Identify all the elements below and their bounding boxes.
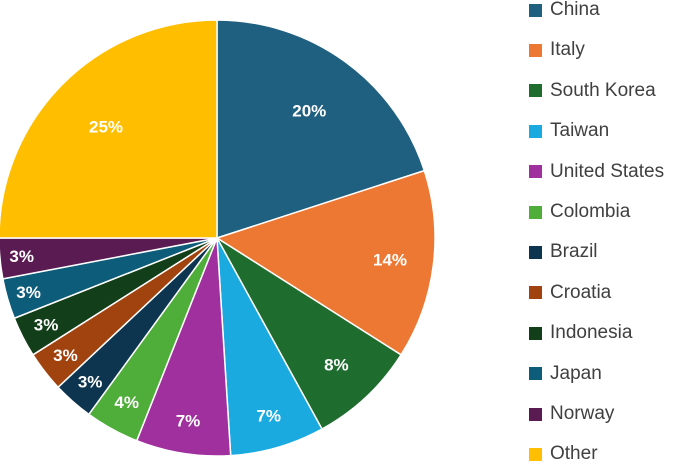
pie-label-brazil: 3% [78, 372, 103, 391]
legend-label: Colombia [550, 201, 631, 222]
legend-label: China [550, 0, 600, 20]
pie-label-japan: 3% [16, 283, 41, 302]
legend-swatch [529, 286, 542, 300]
legend-swatch [529, 447, 542, 461]
legend-label: South Korea [550, 79, 656, 101]
legend-swatch [529, 367, 542, 381]
legend-item-other: Other [529, 441, 598, 467]
pie-label-indonesia: 3% [34, 316, 59, 335]
legend-label: Norway [550, 403, 615, 424]
pie-label-south-korea: 8% [324, 356, 349, 375]
pie-slice-norway [0, 237, 218, 280]
legend-item-norway: Norway [529, 401, 614, 427]
pie-label-norway: 3% [9, 247, 34, 266]
pie-label-taiwan: 7% [256, 406, 281, 425]
legend-label: Japan [550, 362, 602, 384]
legend-label: Other [550, 443, 598, 465]
legend-swatch [529, 407, 542, 421]
pie-slices [0, 19, 436, 457]
legend-label: Brazil [550, 241, 598, 263]
legend-item-china: China [529, 0, 600, 23]
legend-item-japan: Japan [529, 361, 602, 387]
legend-item-south-korea: South Korea [529, 78, 656, 104]
legend-item-taiwan: Taiwan [529, 118, 609, 144]
legend-swatch [529, 3, 542, 17]
legend-swatch [529, 43, 542, 57]
pie-slice-china [216, 19, 426, 240]
legend-swatch [529, 124, 542, 138]
pie-slice-other [0, 19, 218, 239]
legend-label: Croatia [550, 281, 612, 303]
pie-labels: 20%14%8%7%7%4%3%3%3%3%3%25% [9, 102, 407, 431]
legend-label: United States [550, 160, 665, 182]
legend-item-united-states: United States [529, 159, 664, 185]
legend-swatch [529, 326, 542, 340]
legend-label: Indonesia [550, 322, 633, 344]
pie-label-china: 20% [292, 102, 326, 121]
legend-swatch [529, 205, 542, 219]
pie-label-croatia: 3% [53, 346, 78, 365]
pie-label-italy: 14% [373, 250, 407, 269]
pie-label-colombia: 4% [114, 393, 139, 412]
pie-label-united-states: 7% [176, 412, 201, 431]
pie-label-other: 25% [89, 118, 123, 137]
legend-item-croatia: Croatia [529, 280, 611, 306]
legend-item-brazil: Brazil [529, 239, 598, 265]
legend-swatch [529, 245, 542, 259]
legend-item-colombia: Colombia [529, 199, 630, 225]
legend-label: Taiwan [550, 120, 610, 142]
pie-slice-italy [215, 169, 436, 356]
legend-swatch [529, 84, 542, 98]
legend-item-italy: Italy [529, 37, 585, 63]
legend-swatch [529, 165, 542, 179]
legend-label: Italy [550, 39, 585, 61]
legend-item-indonesia: Indonesia [529, 320, 632, 346]
pie-slice-south-korea [216, 237, 403, 431]
